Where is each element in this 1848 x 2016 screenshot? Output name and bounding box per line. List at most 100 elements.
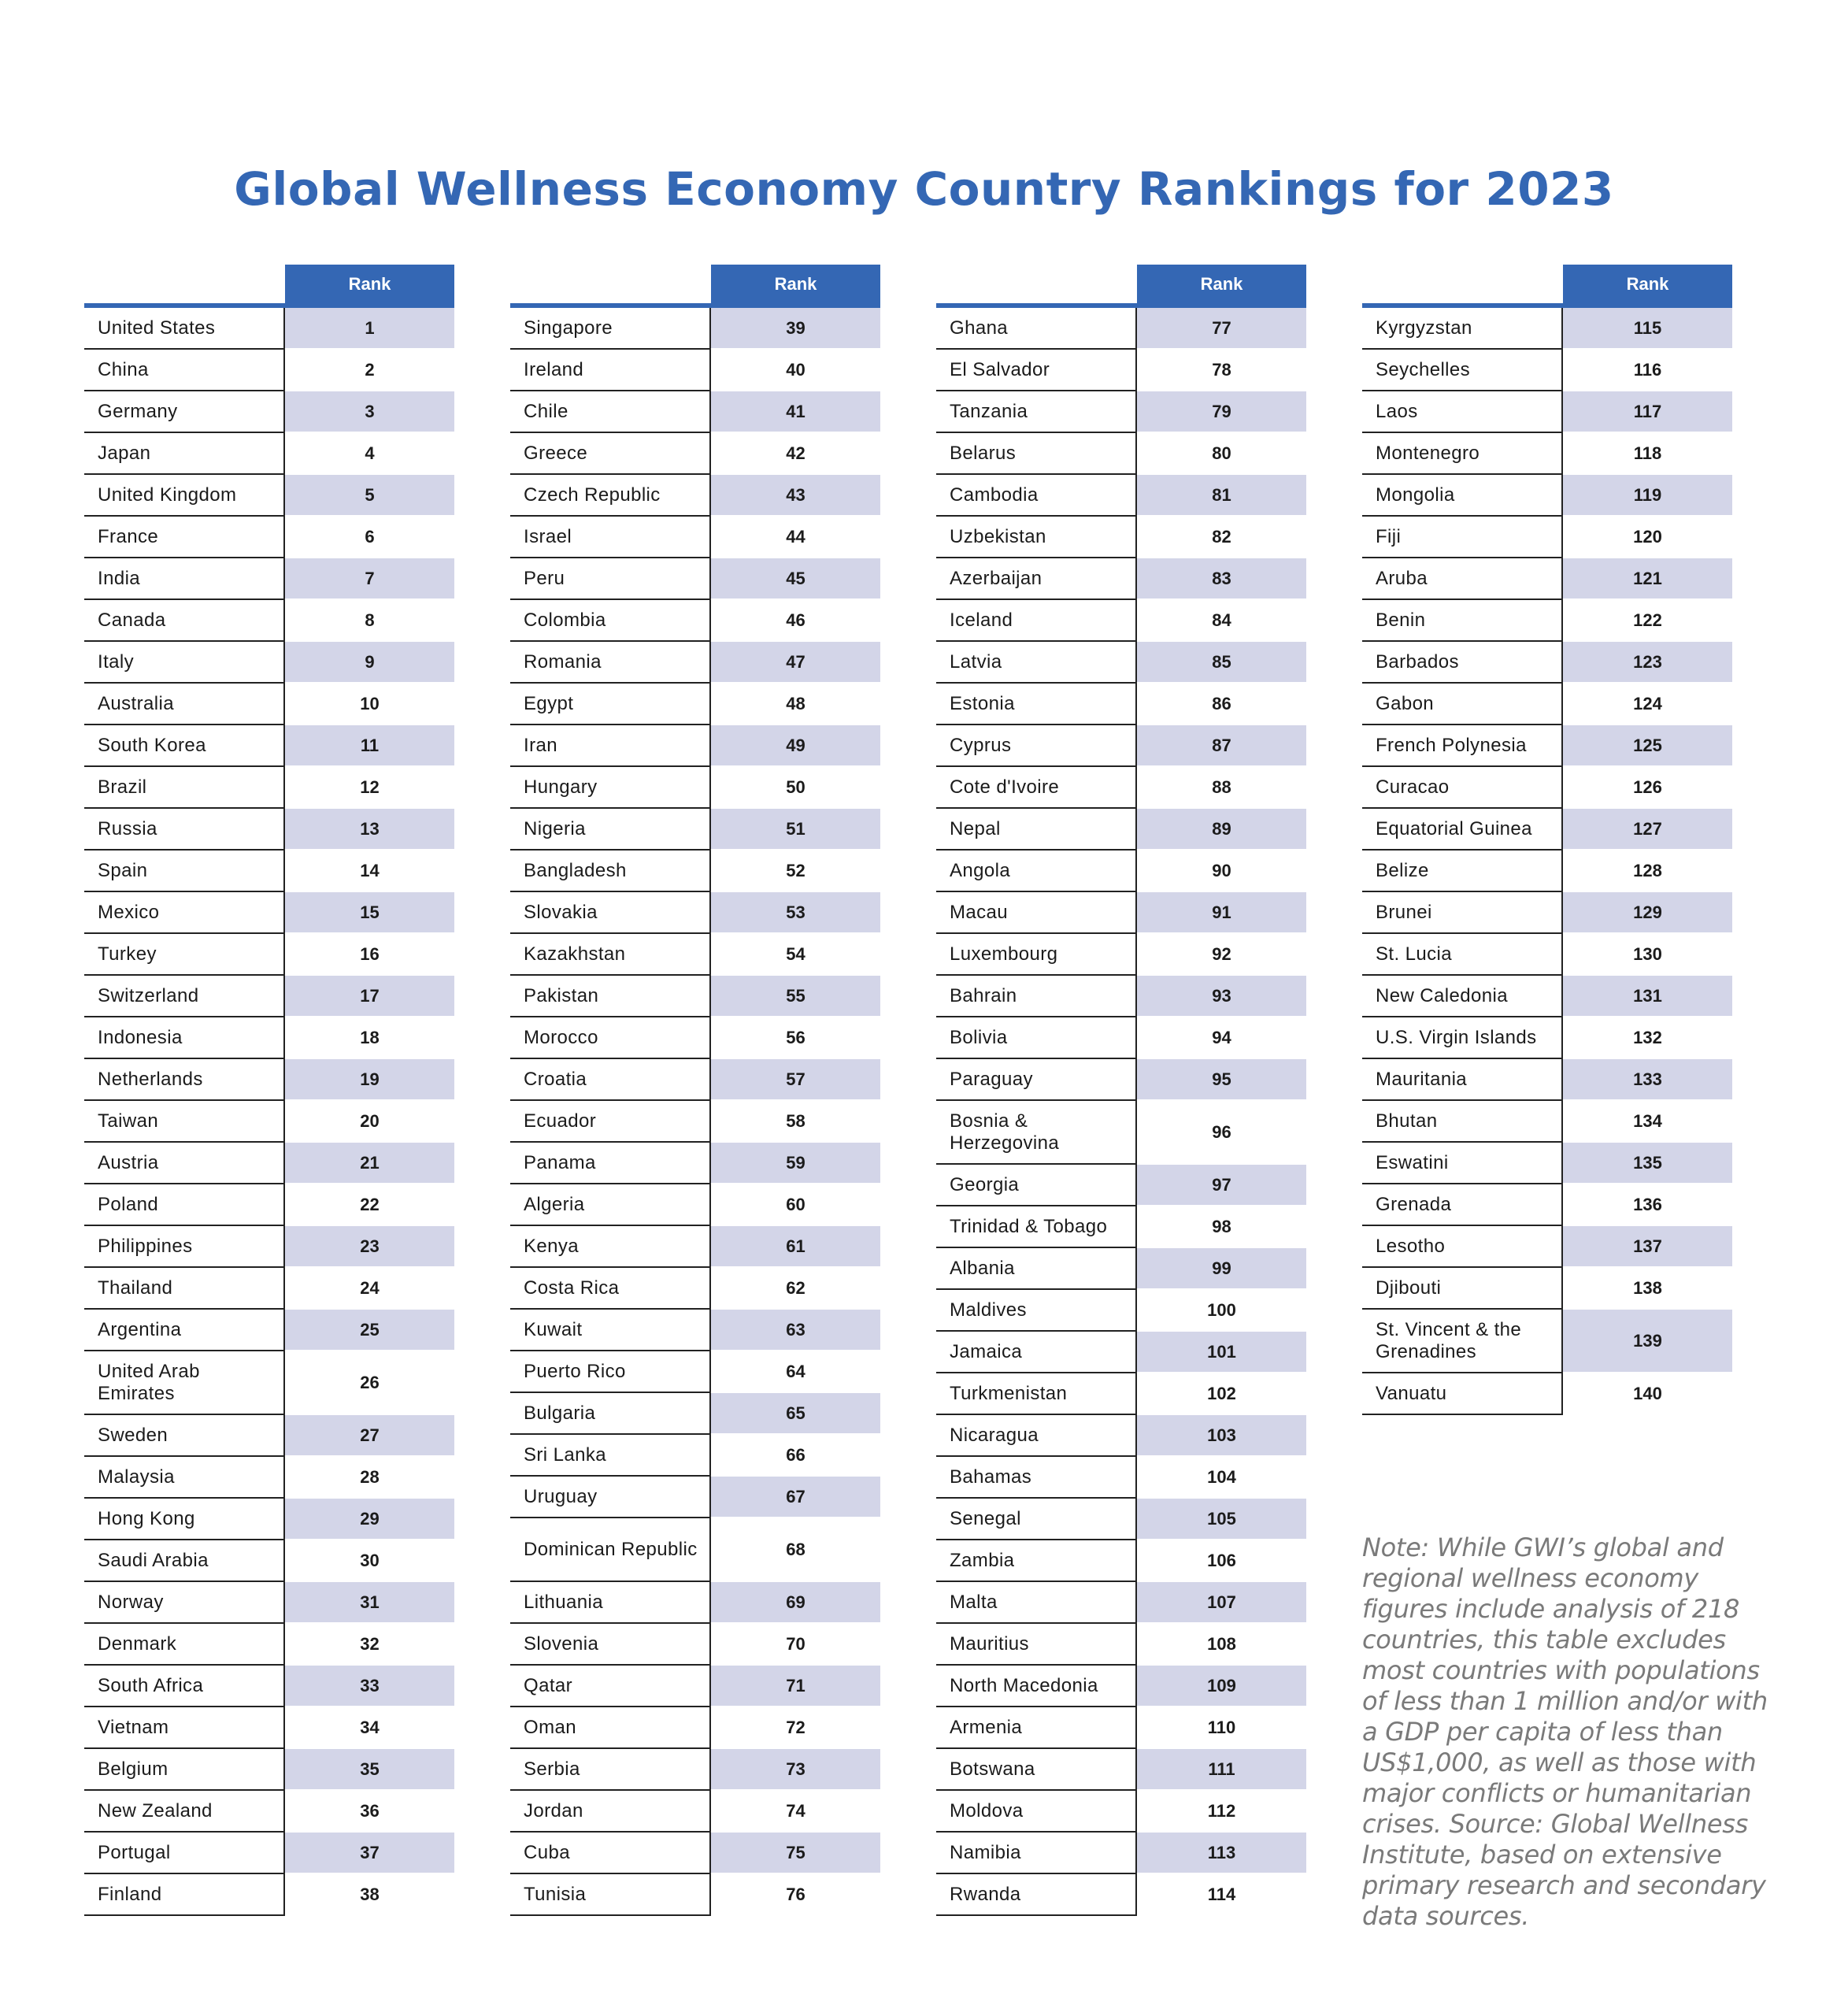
country-cell: Portugal [84,1833,285,1873]
table-row: Vietnam 34 [84,1707,380,1749]
rank-cell: 103 [1137,1415,1306,1455]
country-cell: Equatorial Guinea [1362,809,1563,849]
country-cell: Zambia [936,1540,1137,1581]
rank-column-header: Rank [285,265,454,303]
header-blank-cell [84,265,285,305]
table-row: Argentina 25 [84,1310,454,1351]
rank-cell: 62 [786,1277,805,1298]
rank-cell: 80 [1212,443,1231,463]
country-cell: Iceland [936,600,1137,640]
country-cell: French Polynesia [1362,725,1563,765]
country-cell: Norway [84,1582,285,1622]
rank-cell: 70 [786,1633,805,1654]
table-row: Portugal 37 [84,1833,454,1874]
table-row: Angola 90 [936,850,1231,892]
country-cell: Morocco [510,1017,711,1058]
country-cell: Curacao [1362,767,1563,807]
rank-cell: 89 [1137,809,1306,849]
table-row: Lithuania 69 [510,1582,880,1624]
country-cell: Kyrgyzstan [1362,308,1563,348]
rank-cell: 72 [786,1717,805,1737]
table-row: Turkey 16 [84,934,380,976]
country-cell: Estonia [936,684,1137,724]
table-row: Namibia 113 [936,1833,1306,1874]
rank-column-header: Rank [711,265,880,303]
header-blank-cell [510,265,711,305]
country-cell: Spain [84,850,285,891]
rank-cell: 120 [1633,526,1662,547]
rank-cell: 74 [786,1800,805,1821]
rank-cell: 113 [1137,1833,1306,1873]
rank-cell: 17 [285,976,454,1016]
country-cell: South Korea [84,725,285,765]
rank-cell: 94 [1212,1027,1231,1047]
rank-cell: 75 [711,1833,880,1873]
country-cell: Jordan [510,1791,711,1831]
table-row: Cote d'Ivoire 88 [936,767,1231,809]
rank-cell: 98 [1212,1216,1231,1236]
table-row: Mongolia 119 [1362,475,1732,517]
table-body: Ghana 77 El Salvador 78 Tanzania 79 Belarus 80 C… [936,308,1310,1916]
rank-column-header: Rank [1137,265,1306,303]
table-row: Colombia 46 [510,600,805,642]
table-row: New Zealand 36 [84,1791,380,1833]
table-row: French Polynesia 125 [1362,725,1732,767]
country-cell: Seychelles [1362,350,1563,390]
table-row: Morocco 56 [510,1017,805,1059]
table-row: Macau 91 [936,892,1306,934]
table-row: Czech Republic 43 [510,475,880,517]
country-cell: Angola [936,850,1137,891]
table-row: Taiwan 20 [84,1101,380,1143]
country-cell: U.S. Virgin Islands [1362,1017,1563,1058]
table-row: Ghana 77 [936,308,1306,350]
rank-cell: 64 [786,1361,805,1381]
country-cell: Tanzania [936,391,1137,432]
rank-cell: 99 [1137,1248,1306,1288]
table-row: Russia 13 [84,809,454,850]
table-row: Serbia 73 [510,1749,880,1791]
table-row: Australia 10 [84,684,380,725]
table-row: Luxembourg 92 [936,934,1231,976]
table-row: Seychelles 116 [1362,350,1661,391]
country-cell: Bahamas [936,1457,1137,1497]
table-row: Egypt 48 [510,684,805,725]
country-cell: Cambodia [936,475,1137,515]
country-cell: Brunei [1362,892,1563,932]
table-row: Curacao 126 [1362,767,1662,809]
rank-cell: 35 [285,1749,454,1789]
ranking-table: Rank United States 1 China 2 Germany 3 Japan 4 Un… [84,265,458,1916]
rank-cell: 104 [1207,1466,1236,1487]
country-cell: Bulgaria [510,1393,711,1433]
country-cell: Malta [936,1582,1137,1622]
rank-cell: 34 [360,1717,380,1737]
country-cell: Philippines [84,1226,285,1266]
country-cell: Czech Republic [510,475,711,515]
table-row: Bolivia 94 [936,1017,1231,1059]
country-cell: Georgia [936,1165,1137,1205]
country-cell: Slovenia [510,1624,711,1664]
table-row: Pakistan 55 [510,976,880,1017]
table-body: Singapore 39 Ireland 40 Chile 41 Greece 42 Czech… [510,308,884,1916]
table-row: Canada 8 [84,600,375,642]
table-row: Saudi Arabia 30 [84,1540,380,1582]
country-cell: Algeria [510,1184,711,1225]
country-cell: Canada [84,600,285,640]
table-row: St. Vincent & the Grenadines 139 [1362,1310,1732,1373]
rank-cell: 86 [1212,693,1231,713]
rank-cell: 95 [1137,1059,1306,1099]
country-cell: Italy [84,642,285,682]
table-row: Malta 107 [936,1582,1306,1624]
country-cell: Jamaica [936,1332,1137,1372]
rank-cell: 108 [1207,1633,1236,1654]
table-row: Kuwait 63 [510,1310,880,1351]
country-cell: Mauritania [1362,1059,1563,1099]
country-cell: United Arab Emirates [84,1351,285,1414]
rank-cell: 137 [1563,1226,1732,1266]
table-row: Philippines 23 [84,1226,454,1268]
footnote: Note: While GWI’s global and regional we… [1362,1532,1768,1931]
table-row: Gabon 124 [1362,684,1662,725]
table-row: Mexico 15 [84,892,454,934]
table-header: Rank [84,265,458,308]
table-row: United States 1 [84,308,454,350]
table-row: Latvia 85 [936,642,1306,684]
